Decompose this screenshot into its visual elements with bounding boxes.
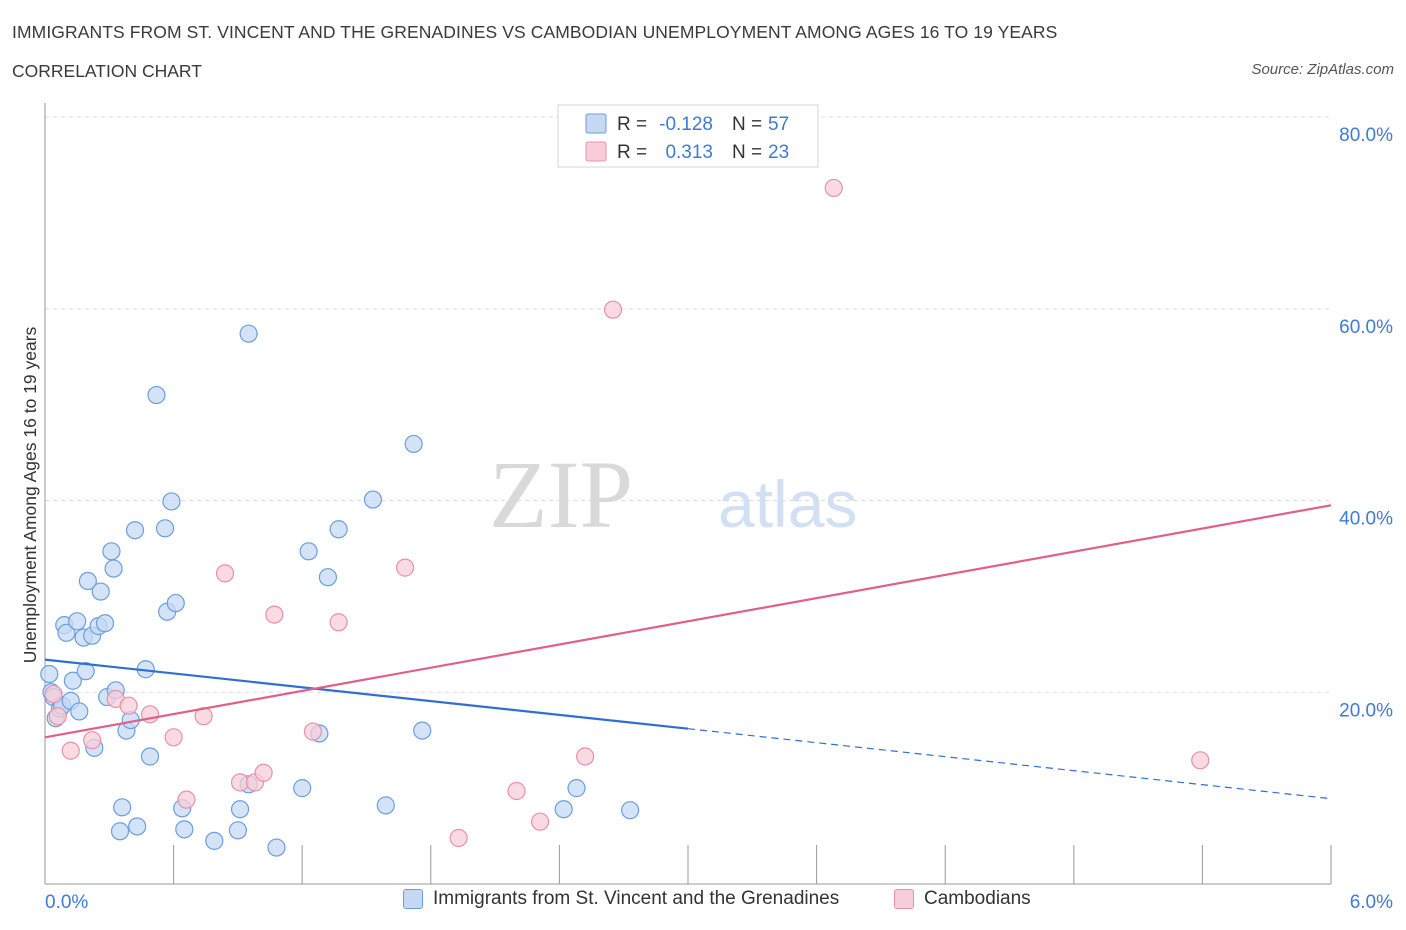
y-axis-label: Unemployment Among Ages 16 to 19 years bbox=[20, 326, 40, 663]
cambodians-point bbox=[215, 564, 235, 583]
y-tick-label-40: 40.0% bbox=[1339, 509, 1393, 530]
immigrants-point bbox=[140, 747, 160, 766]
cambodians-point bbox=[395, 558, 415, 577]
stats-n-value-1: 57 bbox=[768, 114, 789, 135]
legend-item-immigrants: Immigrants from St. Vincent and the Gren… bbox=[403, 888, 839, 910]
immigrants-point bbox=[175, 820, 194, 839]
cambodians-point bbox=[531, 812, 550, 831]
cambodians-point bbox=[119, 696, 138, 715]
immigrants-point bbox=[228, 821, 247, 840]
immigrants-point bbox=[554, 800, 573, 819]
grid-lines bbox=[45, 116, 1331, 693]
immigrants-point bbox=[40, 664, 59, 684]
immigrants-point bbox=[104, 559, 123, 578]
immigrants-point bbox=[329, 520, 348, 539]
immigrants-point bbox=[205, 831, 224, 850]
immigrants-point bbox=[128, 817, 147, 836]
stats-swatch-blue bbox=[585, 113, 607, 134]
immigrants-point bbox=[113, 798, 132, 817]
immigrants-point bbox=[110, 822, 130, 841]
cambodians-point bbox=[449, 828, 468, 848]
y-tick-label-60: 60.0% bbox=[1339, 317, 1393, 338]
cambodians-point bbox=[177, 790, 196, 809]
legend-swatch-blue bbox=[403, 889, 423, 909]
stats-n-label-1: N = bbox=[732, 114, 762, 135]
y-tick-label-20: 20.0% bbox=[1339, 700, 1393, 721]
immigrants-point bbox=[293, 779, 312, 798]
immigrants-point bbox=[63, 671, 82, 690]
immigrants-point bbox=[125, 521, 145, 540]
legend-label-immigrants: Immigrants from St. Vincent and the Gren… bbox=[433, 888, 840, 909]
cambodians-trend-line bbox=[44, 504, 1332, 739]
stats-r-value-2: 0.313 bbox=[665, 142, 713, 163]
immigrants-point bbox=[318, 568, 338, 587]
immigrants-point bbox=[76, 662, 95, 681]
immigrants-point bbox=[299, 542, 318, 561]
immigrants-point bbox=[413, 721, 432, 740]
stats-n-label-2: N = bbox=[732, 142, 762, 163]
cambodians-point bbox=[265, 605, 284, 624]
stats-r-label-1: R = bbox=[617, 114, 647, 135]
cambodians-point bbox=[1191, 751, 1210, 770]
immigrants-point bbox=[68, 612, 87, 631]
immigrants-point bbox=[102, 542, 121, 561]
legend-item-cambodians: Cambodians bbox=[894, 888, 1031, 910]
immigrants-point bbox=[404, 434, 423, 454]
cambodians-point bbox=[603, 300, 623, 319]
stats-swatch-pink bbox=[585, 141, 607, 162]
watermark-zip: ZIP bbox=[489, 441, 633, 548]
y-tick-labels: 20.0% 40.0% 60.0% 80.0% bbox=[1339, 125, 1393, 721]
legend-label-cambodians: Cambodians bbox=[924, 888, 1031, 909]
immigrants-point bbox=[567, 779, 586, 798]
cambodians-point bbox=[329, 613, 348, 632]
immigrants-point bbox=[95, 614, 115, 633]
chart-subtitle: CORRELATION CHART bbox=[12, 61, 202, 81]
stats-n-value-2: 23 bbox=[768, 142, 789, 163]
data-points bbox=[40, 178, 1210, 857]
source-credit: Source: ZipAtlas.com bbox=[1251, 61, 1394, 78]
immigrants-point bbox=[155, 519, 175, 538]
cambodians-point bbox=[61, 741, 80, 760]
cambodians-point bbox=[507, 781, 526, 801]
x-tick-label-max: 6.0% bbox=[1350, 892, 1393, 913]
cambodians-point bbox=[824, 178, 843, 198]
immigrants-trend-line bbox=[44, 658, 689, 730]
cambodians-point bbox=[576, 747, 595, 766]
bottom-legend: Immigrants from St. Vincent and the Gren… bbox=[0, 888, 1406, 918]
cambodians-point bbox=[83, 731, 102, 750]
cambodians-point bbox=[254, 763, 273, 782]
x-tick-marks bbox=[44, 845, 1332, 884]
immigrants-point bbox=[363, 490, 383, 509]
immigrants-point bbox=[70, 702, 89, 721]
stats-r-value-1: -0.128 bbox=[659, 114, 713, 135]
y-tick-label-80: 80.0% bbox=[1339, 125, 1393, 146]
immigrants-point bbox=[376, 796, 395, 815]
immigrants-point bbox=[230, 800, 250, 819]
trend-lines bbox=[44, 504, 1332, 800]
stats-legend: R = -0.128 N = 57 R = 0.313 N = 23 bbox=[557, 104, 819, 168]
immigrants-point bbox=[162, 492, 181, 511]
chart-title: IMMIGRANTS FROM ST. VINCENT AND THE GREN… bbox=[12, 22, 1058, 42]
stats-r-label-2: R = bbox=[617, 142, 647, 163]
immigrants-point bbox=[267, 838, 286, 857]
cambodians-point bbox=[44, 685, 63, 704]
legend-swatch-pink bbox=[894, 889, 914, 909]
immigrants-point bbox=[166, 593, 185, 613]
watermark-atlas: atlas bbox=[718, 467, 857, 541]
immigrants-point bbox=[91, 582, 110, 601]
cambodians-point bbox=[48, 707, 67, 726]
cambodians-point bbox=[303, 722, 323, 741]
immigrants-point bbox=[57, 623, 76, 642]
immigrants-point bbox=[239, 324, 258, 343]
x-tick-label-min: 0.0% bbox=[45, 892, 88, 913]
immigrants-point bbox=[78, 571, 97, 591]
immigrants-trend-line-extension bbox=[687, 728, 1332, 800]
immigrants-point bbox=[147, 385, 166, 405]
cambodians-point bbox=[164, 728, 183, 747]
immigrants-point bbox=[621, 801, 640, 820]
